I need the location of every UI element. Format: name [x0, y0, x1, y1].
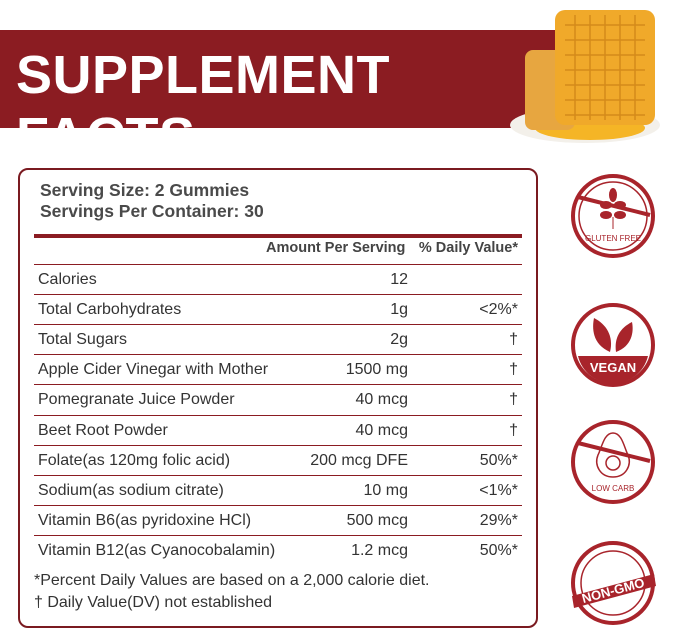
dv-header: % Daily Value*: [418, 240, 518, 256]
amount-header: Amount Per Serving: [266, 240, 406, 256]
table-row: Beet Root Powder 40 mcg †: [34, 414, 522, 446]
daily-value: †: [509, 391, 518, 409]
honeycomb-image: [510, 10, 660, 143]
servings-per-container: Servings Per Container: 30: [40, 201, 264, 221]
table-row: Pomegranate Juice Powder 40 mcg †: [34, 384, 522, 415]
divider: [34, 234, 522, 238]
table-row: Total Carbohydrates 1g <2%*: [34, 294, 522, 325]
amount-value: 2g: [390, 331, 408, 349]
daily-value: 50%*: [479, 541, 518, 559]
daily-value: †: [509, 421, 518, 439]
low-carb-icon: LOW CARB: [571, 420, 655, 504]
table-row: Vitamin B12(as Cyanocobalamin) 1.2 mcg 50%…: [34, 534, 522, 566]
amount-value: 200 mcg DFE: [310, 451, 408, 469]
daily-value: †: [509, 331, 518, 349]
vegan-icon: VEGAN: [571, 303, 655, 387]
nutrient-name: Vitamin B6(as pyridoxine HCl): [38, 511, 252, 529]
title-banner: SUPPLEMENT FACTS: [0, 30, 565, 167]
table-row: Vitamin B6(as pyridoxine HCl) 500 mcg 29%*: [34, 504, 522, 536]
amount-value: 500 mcg: [346, 511, 408, 529]
amount-value: 12: [390, 271, 408, 288]
amount-value: 40 mcg: [355, 391, 408, 409]
daily-value: <1%*: [479, 481, 518, 499]
nutrient-name: Total Carbohydrates: [38, 301, 182, 319]
nutrient-name: Pomegranate Juice Powder: [38, 391, 235, 409]
nutrient-name: Beet Root Powder: [38, 421, 168, 439]
amount-value: 1g: [390, 301, 408, 319]
amount-value: 40 mcg: [355, 421, 408, 439]
footnote-dagger: † Daily Value(DV) not established: [34, 594, 273, 611]
footnote-dv: *Percent Daily Values are based on a 2,0…: [34, 572, 430, 589]
table-row: Apple Cider Vinegar with Mother 1500 mg †: [34, 354, 522, 385]
svg-text:LOW CARB: LOW CARB: [592, 484, 635, 493]
amount-value: 10 mg: [363, 481, 408, 499]
nutrient-name: Calories: [38, 271, 97, 288]
daily-value: 50%*: [479, 451, 518, 469]
nutrient-name: Sodium(as sodium citrate): [38, 481, 224, 499]
amount-value: 1500 mg: [345, 361, 408, 379]
gluten-free-icon: GLUTEN FREE: [571, 174, 655, 258]
svg-text:GLUTEN FREE: GLUTEN FREE: [585, 234, 641, 243]
svg-text:VEGAN: VEGAN: [590, 360, 636, 375]
daily-value: <2%*: [479, 301, 518, 319]
daily-value: †: [509, 361, 518, 379]
nutrient-name: Folate(as 120mg folic acid): [38, 451, 231, 469]
table-row: Sodium(as sodium citrate) 10 mg <1%*: [34, 474, 522, 506]
amount-value: 1.2 mcg: [351, 541, 408, 559]
non-gmo-icon: NON-GMO: [571, 541, 656, 625]
nutrient-name: Total Sugars: [38, 331, 127, 349]
nutrient-name: Apple Cider Vinegar with Mother: [38, 361, 269, 379]
daily-value: 29%*: [479, 511, 518, 529]
table-row: Total Sugars 2g †: [34, 324, 522, 355]
serving-size: Serving Size: 2 Gummies: [40, 180, 250, 200]
supplement-facts-panel: Serving Size: 2 Gummies Servings Per Con…: [18, 168, 538, 628]
page-title: SUPPLEMENT FACTS: [16, 45, 391, 167]
table-row: Calories 12: [34, 264, 522, 295]
svg-text:NON-GMO: NON-GMO: [580, 575, 646, 606]
nutrient-name: Vitamin B12(as Cyanocobalamin): [38, 541, 276, 559]
table-row: Folate(as 120mg folic acid) 200 mcg DFE 50…: [34, 444, 522, 476]
